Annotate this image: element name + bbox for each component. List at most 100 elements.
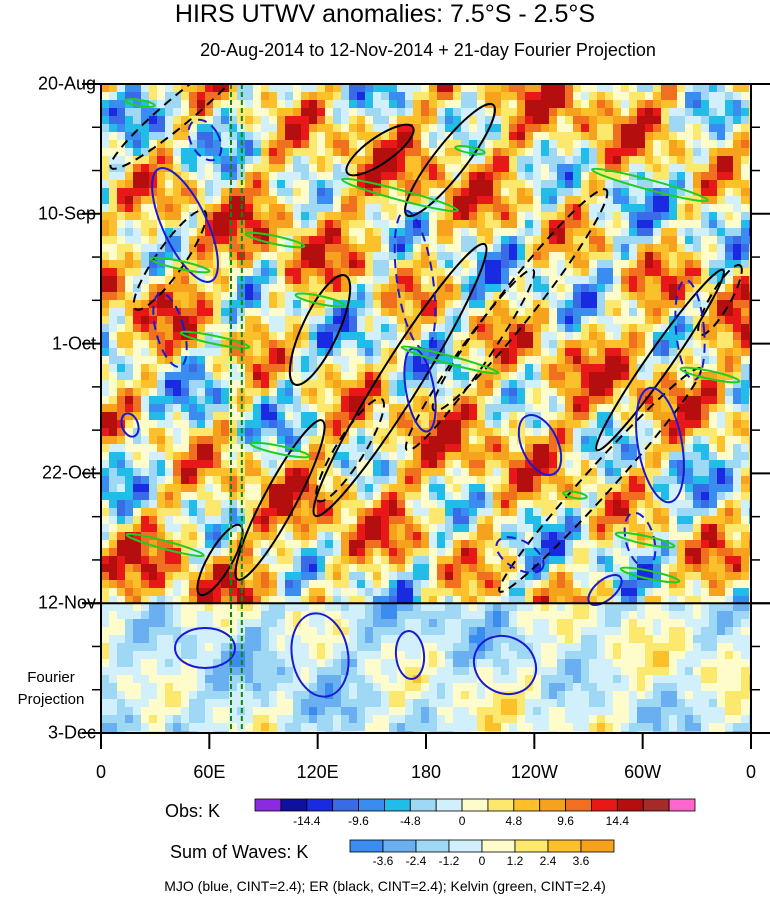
obs-cell: [301, 92, 310, 101]
obs-cell: [525, 372, 534, 381]
obs-cell: [597, 276, 606, 285]
obs-cell: [365, 148, 374, 157]
obs-cell: [597, 364, 606, 373]
obs-cell: [333, 372, 342, 381]
obs-cell: [597, 284, 606, 293]
obs-cell: [309, 548, 318, 557]
obs-cell: [669, 476, 678, 485]
obs-cell: [413, 484, 422, 493]
obs-cell: [205, 420, 214, 429]
obs-cell: [253, 156, 262, 165]
obs-cell: [725, 340, 734, 349]
obs-cell: [333, 268, 342, 277]
obs-cell: [325, 148, 334, 157]
obs-cell: [477, 508, 486, 517]
obs-cell: [653, 436, 662, 445]
obs-cell: [573, 428, 582, 437]
obs-cell: [581, 316, 590, 325]
obs-cell: [197, 84, 206, 93]
obs-cell: [637, 196, 646, 205]
obs-cell: [117, 468, 126, 477]
obs-cell: [709, 460, 718, 469]
obs-cell: [549, 100, 558, 109]
obs-cell: [245, 388, 254, 397]
obs-cell: [501, 388, 510, 397]
obs-cell: [525, 436, 534, 445]
obs-cell: [701, 500, 710, 509]
obs-cell: [469, 332, 478, 341]
obs-cell: [493, 316, 502, 325]
obs-cell: [317, 100, 326, 109]
obs-cell: [501, 556, 510, 565]
obs-cell: [173, 412, 182, 421]
obs-cell: [133, 140, 142, 149]
obs-cell: [325, 100, 334, 109]
obs-cell: [325, 540, 334, 549]
obs-cell: [149, 404, 158, 413]
obs-cell: [589, 524, 598, 533]
obs-cell: [525, 156, 534, 165]
obs-cell: [685, 236, 694, 245]
obs-cell: [581, 236, 590, 245]
obs-cell: [453, 556, 462, 565]
obs-cell: [381, 84, 390, 93]
obs-cell: [469, 188, 478, 197]
obs-cell: [421, 380, 430, 389]
obs-cell: [253, 260, 262, 269]
obs-cell: [525, 484, 534, 493]
obs-cell: [277, 252, 286, 261]
obs-cell: [565, 140, 574, 149]
obs-cell: [485, 452, 494, 461]
obs-cell: [325, 244, 334, 253]
obs-cell: [277, 372, 286, 381]
obs-cell: [405, 220, 414, 229]
obs-cell: [565, 428, 574, 437]
obs-cell: [701, 404, 710, 413]
obs-cell: [701, 236, 710, 245]
obs-cell: [645, 180, 654, 189]
obs-cell: [477, 260, 486, 269]
obs-cell: [133, 548, 142, 557]
obs-cell: [621, 268, 630, 277]
obs-cell: [213, 564, 222, 573]
obs-cell: [613, 340, 622, 349]
obs-cell: [149, 396, 158, 405]
obs-cell: [245, 116, 254, 125]
obs-cell: [725, 316, 734, 325]
obs-cell: [213, 284, 222, 293]
obs-cell: [285, 404, 294, 413]
obs-cell: [245, 100, 254, 109]
obs-cell: [453, 140, 462, 149]
obs-cell: [109, 476, 118, 485]
obs-cell: [213, 180, 222, 189]
obs-cell: [501, 412, 510, 421]
obs-cell: [301, 380, 310, 389]
obs-cell: [517, 388, 526, 397]
obs-cell: [173, 388, 182, 397]
obs-cell: [309, 332, 318, 341]
obs-cell: [397, 140, 406, 149]
obs-cell: [229, 508, 238, 517]
obs-cell: [637, 244, 646, 253]
obs-cell: [557, 404, 566, 413]
obs-cell: [221, 404, 230, 413]
obs-cell: [429, 452, 438, 461]
obs-cell: [157, 524, 166, 533]
obs-cell: [637, 348, 646, 357]
obs-cell: [597, 412, 606, 421]
obs-cell: [173, 276, 182, 285]
obs-cell: [477, 300, 486, 309]
obs-cell: [541, 124, 550, 133]
obs-cell: [213, 404, 222, 413]
obs-cell: [301, 364, 310, 373]
obs-cell: [685, 220, 694, 229]
obs-cell: [165, 332, 174, 341]
obs-cell: [197, 524, 206, 533]
obs-cell: [165, 116, 174, 125]
obs-cell: [597, 492, 606, 501]
obs-cell: [181, 516, 190, 525]
obs-cell: [717, 220, 726, 229]
obs-cell: [501, 540, 510, 549]
obs-cell: [517, 132, 526, 141]
obs-cell: [733, 140, 742, 149]
